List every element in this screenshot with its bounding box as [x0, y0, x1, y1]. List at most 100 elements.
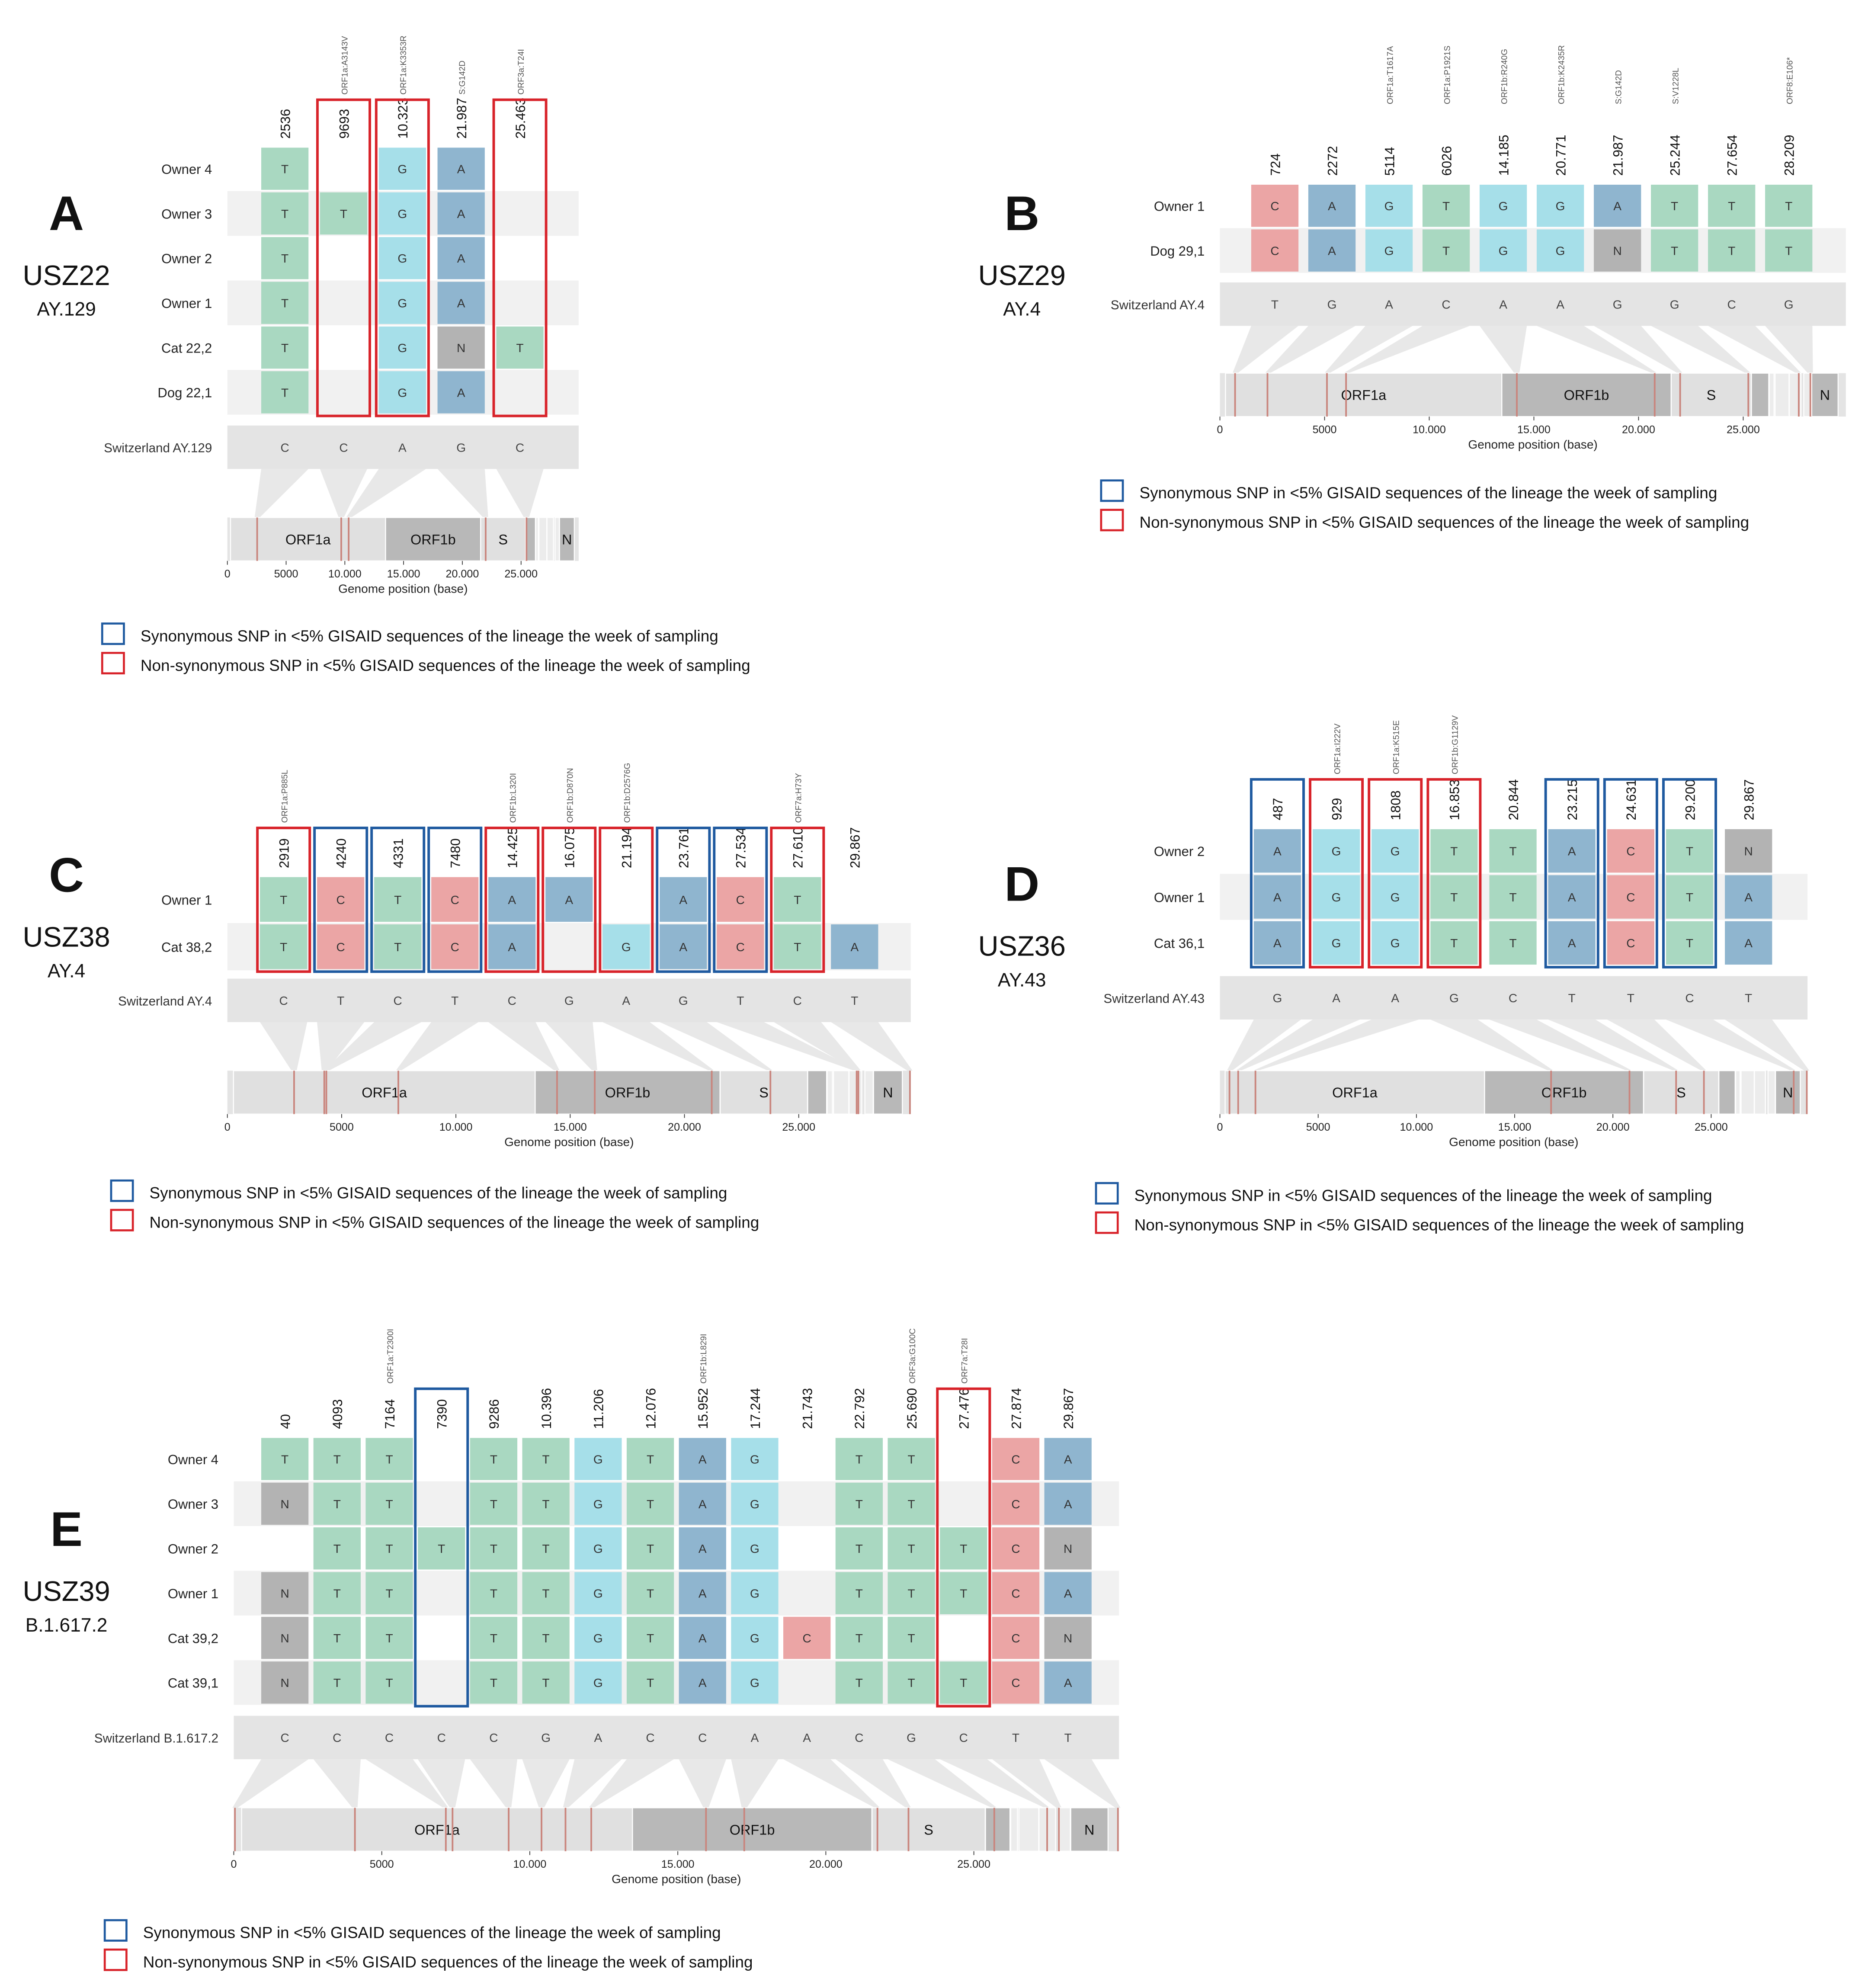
reference-band [1220, 282, 1846, 326]
gene-block [1774, 372, 1790, 417]
base-cell-G [1312, 921, 1360, 965]
gene-block [538, 517, 548, 561]
genome-connector [1666, 1020, 1797, 1071]
base-cell-T [522, 1572, 570, 1614]
genome-connector [346, 469, 426, 518]
reference-base: C [385, 1731, 394, 1744]
base-cell-G [574, 1616, 622, 1659]
base-cell-A [1253, 875, 1301, 919]
gene-block [1767, 1070, 1776, 1115]
reference-base: A [803, 1731, 811, 1744]
base-cell-C [992, 1616, 1040, 1659]
base-cell-T [522, 1616, 570, 1659]
base-cell-T [522, 1482, 570, 1525]
synonymous-legend-label: Synonymous SNP in <5% GISAID sequences o… [141, 627, 718, 645]
base-cell-T [774, 877, 821, 922]
gene-block [1754, 1070, 1766, 1115]
non_synonymous-snp-box [1368, 778, 1423, 968]
reference-base: A [594, 1731, 602, 1744]
reference-base: T [1271, 298, 1279, 311]
base-cell-T [260, 877, 308, 922]
position-label: 27.610 [791, 827, 806, 868]
base-cell-A [660, 924, 707, 969]
gene-label: S [1676, 1085, 1686, 1100]
gene-block [1059, 1807, 1071, 1852]
base-cell-T [626, 1572, 674, 1614]
axis-tick-label: 0 [224, 568, 231, 580]
reference-base: G [1784, 298, 1794, 311]
gene-block [559, 517, 575, 561]
base-letter: N [280, 1497, 289, 1511]
reference-base: A [1391, 991, 1399, 1005]
base-cell-T [1489, 829, 1537, 873]
base-cell-T [835, 1438, 883, 1480]
non_synonymous-snp-box [936, 1387, 991, 1708]
base-cell-A [437, 237, 485, 279]
reference-base: C [855, 1731, 863, 1744]
genome-connector [470, 1759, 518, 1808]
base-cell-A [679, 1527, 726, 1570]
reference-base: G [1670, 298, 1679, 311]
gene-block [632, 1807, 872, 1852]
position-label: 16.853 [1447, 779, 1462, 821]
base-cell-T [774, 924, 821, 969]
base-cell-T [470, 1482, 518, 1525]
synonymous-snp-box [1662, 778, 1717, 968]
base-cell-G [574, 1572, 622, 1614]
base-letter: N [280, 1632, 289, 1645]
non-synonymous-legend-swatch [103, 1948, 128, 1971]
position-label: 27.476 [957, 1388, 972, 1429]
base-cell-C [317, 924, 365, 969]
base-cell-T [365, 1616, 413, 1659]
base-cell-C [717, 877, 764, 922]
genome-connector [260, 1022, 308, 1071]
synonymous-legend-label: Synonymous SNP in <5% GISAID sequences o… [150, 1184, 727, 1202]
reference-base: G [564, 994, 574, 1007]
base-cell-A [831, 924, 878, 969]
base-cell-G [1536, 185, 1584, 227]
mutation-annotation: ORF1b:L320I [509, 773, 518, 823]
reference-base: A [751, 1731, 759, 1744]
base-cell-T [374, 877, 422, 922]
base-cell-T [1422, 229, 1470, 272]
base-letter: C [803, 1632, 811, 1645]
genome-connector [313, 1759, 361, 1808]
base-cell-N [437, 326, 485, 369]
mutation-annotation: ORF1b:D2576G [623, 763, 632, 823]
base-cell-G [1536, 229, 1584, 272]
sample-id: USZ22 [22, 260, 110, 291]
reference-base: C [1442, 298, 1450, 311]
mutation-annotation: ORF1b:G1129V [1451, 715, 1460, 774]
row-label: Dog 22,1 [157, 385, 212, 401]
base-cell-A [660, 877, 707, 922]
base-cell-T [835, 1661, 883, 1704]
base-cell-T [835, 1616, 883, 1659]
genome-connector [1548, 1020, 1679, 1071]
gene-block [848, 1070, 862, 1115]
reference-base: T [1745, 991, 1752, 1005]
base-cell-A [1044, 1438, 1092, 1480]
base-cell-T [888, 1572, 935, 1614]
base-cell-T [1651, 229, 1698, 272]
non-synonymous-legend-label: Non-synonymous SNP in <5% GISAID sequenc… [143, 1953, 753, 1971]
row-label: Cat 36,1 [1154, 936, 1205, 951]
genome-connector [835, 1759, 911, 1808]
gene-block [1811, 372, 1839, 417]
base-cell-T [1666, 875, 1714, 919]
row-label: Owner 3 [168, 1497, 218, 1512]
base-cell-N [1593, 229, 1641, 272]
base-letter: T [340, 207, 347, 221]
base-cell-A [1253, 921, 1301, 965]
synonymous-legend-label: Synonymous SNP in <5% GISAID sequences o… [143, 1924, 721, 1942]
mutation-annotation: ORF1a:T2300I [386, 1329, 395, 1384]
genome-connector [1607, 1020, 1707, 1071]
genome-connector [783, 1759, 880, 1808]
reference-base: C [516, 441, 524, 454]
synonymous-snp-box [713, 827, 768, 973]
gene-label: ORF1b [730, 1822, 775, 1837]
gene-block [864, 1070, 874, 1115]
axis-tick-label: 0 [231, 1858, 237, 1870]
genome-connector [1227, 1020, 1301, 1071]
axis-tick-label: 15.000 [554, 1121, 587, 1133]
